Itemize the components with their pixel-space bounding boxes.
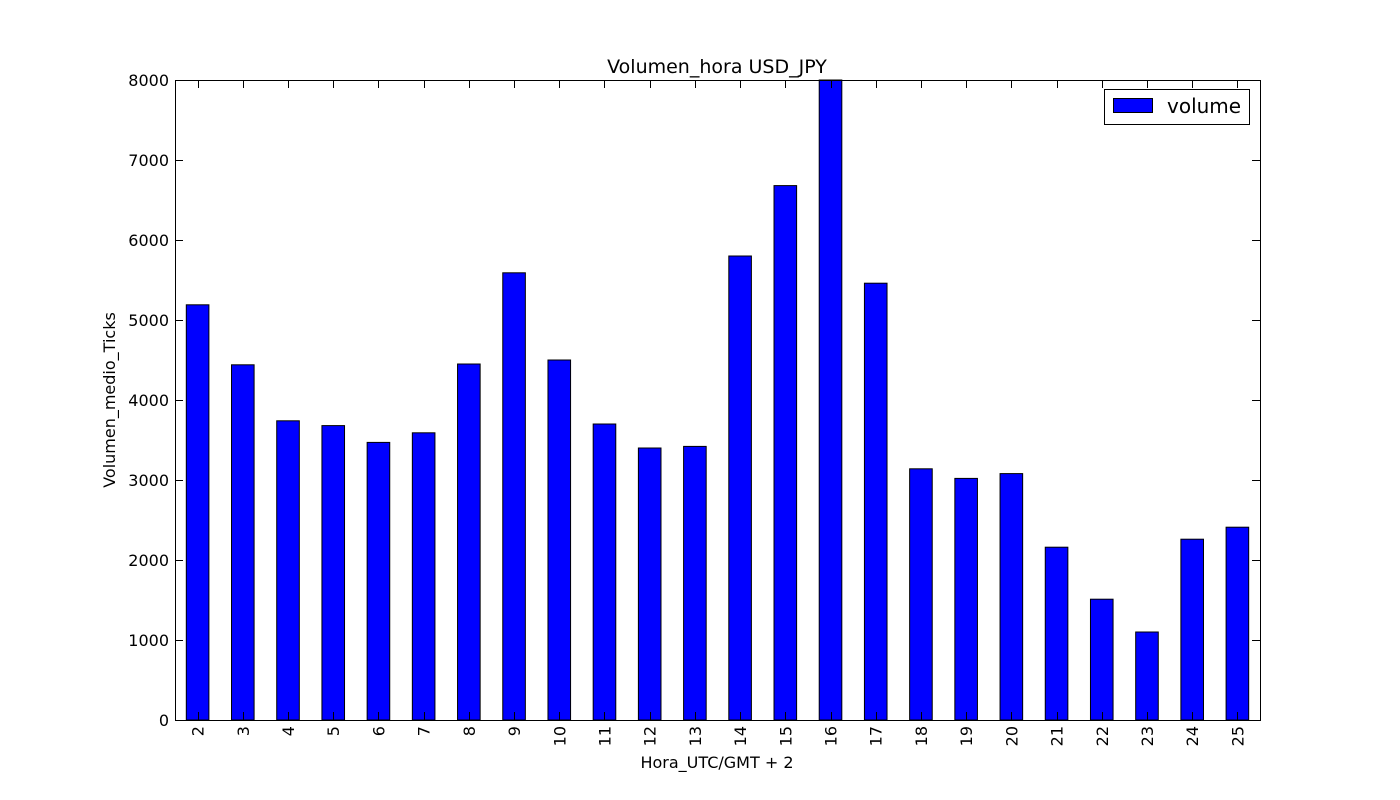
y-tick-label-0: 0 [159, 711, 169, 730]
x-tick-label-19: 19 [957, 726, 976, 746]
bar-4 [276, 420, 300, 721]
bar-13 [683, 445, 707, 721]
bar-25 [1225, 526, 1250, 721]
bar-23 [1135, 631, 1159, 721]
bar-2 [185, 304, 210, 721]
bar-16 [818, 79, 843, 721]
chart-title: Volumen_hora USD_JPY [607, 56, 827, 78]
bar-3 [231, 364, 255, 721]
bar-17 [863, 282, 888, 721]
bar-14 [728, 255, 752, 721]
y-tick-label-1000: 1000 [128, 631, 169, 650]
x-tick-label-18: 18 [912, 726, 931, 746]
bar-11 [592, 423, 617, 721]
legend-swatch [1113, 98, 1153, 113]
x-tick-label-22: 22 [1093, 726, 1112, 746]
bar-18 [909, 468, 933, 721]
x-tick-label-3: 3 [234, 726, 253, 736]
x-tick-label-5: 5 [324, 726, 343, 736]
bar-20 [999, 473, 1024, 721]
x-tick-label-15: 15 [776, 726, 795, 746]
bars-group [185, 79, 1250, 721]
x-tick-label-8: 8 [460, 726, 479, 736]
x-tick-label-7: 7 [415, 726, 434, 736]
x-tick-label-14: 14 [731, 726, 750, 746]
bar-6 [366, 441, 391, 721]
y-tick-label-7000: 7000 [128, 151, 169, 170]
x-tick-label-16: 16 [822, 726, 841, 746]
y-tick-label-3000: 3000 [128, 471, 169, 490]
legend: volume [1104, 89, 1250, 125]
y-tick-label-6000: 6000 [128, 231, 169, 250]
x-tick-label-21: 21 [1048, 726, 1067, 746]
y-axis: 0 1000 2000 3000 4000 5000 6000 7000 8000 [128, 71, 1260, 730]
x-axis-title: Hora_UTC/GMT + 2 [640, 753, 793, 773]
y-axis-title: Volumen_medio_Ticks [100, 312, 120, 488]
x-tick-label-11: 11 [595, 726, 614, 746]
legend-label: volume [1167, 94, 1241, 118]
x-tick-label-20: 20 [1002, 726, 1021, 746]
bar-21 [1044, 546, 1069, 721]
x-tick-label-13: 13 [686, 726, 705, 746]
y-tick-label-2000: 2000 [128, 551, 169, 570]
x-tick-label-17: 17 [867, 726, 886, 746]
x-tick-label-23: 23 [1138, 726, 1157, 746]
legend-box [1104, 89, 1250, 125]
x-tick-label-10: 10 [550, 726, 569, 746]
bar-22 [1089, 598, 1114, 721]
x-axis: 2 3 4 5 6 7 8 9 10 11 12 13 14 15 16 17 18 19 20 21 22 23 24 25 [189, 80, 1247, 746]
y-tick-label-8000: 8000 [128, 71, 169, 90]
bar-5 [321, 425, 346, 721]
bar-24 [1180, 538, 1204, 721]
bar-9 [502, 272, 526, 721]
x-tick-label-2: 2 [189, 726, 208, 736]
x-tick-label-24: 24 [1183, 726, 1202, 746]
x-tick-label-9: 9 [505, 726, 524, 736]
bar-12 [637, 447, 662, 721]
bar-19 [954, 477, 978, 721]
x-tick-label-6: 6 [369, 726, 388, 736]
bar-7 [411, 432, 436, 721]
bar-15 [773, 185, 798, 721]
y-tick-label-5000: 5000 [128, 311, 169, 330]
bar-8 [457, 363, 481, 721]
x-tick-label-12: 12 [641, 726, 660, 746]
y-tick-label-4000: 4000 [128, 391, 169, 410]
bar-10 [547, 359, 572, 721]
x-tick-label-25: 25 [1228, 726, 1247, 746]
x-tick-label-4: 4 [279, 726, 298, 736]
